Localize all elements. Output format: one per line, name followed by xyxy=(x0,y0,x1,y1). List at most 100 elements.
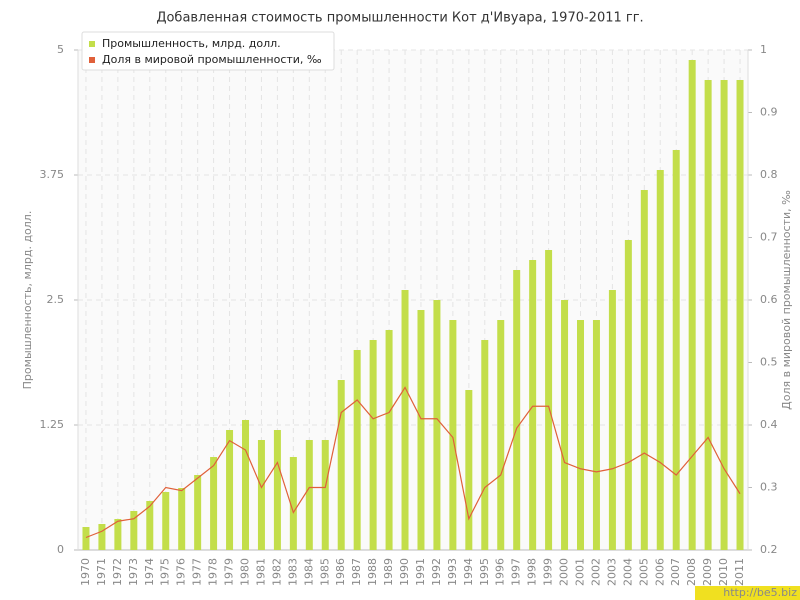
bar xyxy=(672,150,680,550)
x-tick-label: 1984 xyxy=(302,558,315,586)
bar xyxy=(608,290,616,550)
bar xyxy=(640,190,648,550)
bar xyxy=(162,492,170,550)
bar xyxy=(257,440,265,550)
bar xyxy=(704,80,712,550)
legend-label: Доля в мировой промышленности, ‰ xyxy=(102,53,322,66)
x-tick-label: 1977 xyxy=(191,558,204,586)
x-tick-label: 1998 xyxy=(526,558,539,586)
x-tick-label: 1986 xyxy=(334,558,347,586)
y2-tick-label: 0.6 xyxy=(760,293,778,306)
y2-tick-label: 0.7 xyxy=(760,231,778,244)
bar xyxy=(210,457,218,550)
bar xyxy=(592,320,600,550)
y-tick-label: 0 xyxy=(57,543,64,556)
x-tick-label: 2004 xyxy=(621,558,634,586)
x-tick-label: 1983 xyxy=(286,558,299,586)
bar xyxy=(449,320,457,550)
legend-swatch xyxy=(89,57,95,63)
x-tick-label: 1996 xyxy=(494,558,507,586)
y-tick-label: 3.75 xyxy=(40,168,65,181)
bar xyxy=(369,340,377,550)
bar xyxy=(273,430,281,550)
bar xyxy=(465,390,473,550)
x-tick-label: 1978 xyxy=(207,558,220,586)
x-tick-label: 1976 xyxy=(175,558,188,586)
x-tick-label: 1980 xyxy=(239,558,252,586)
x-tick-label: 1987 xyxy=(350,558,363,586)
x-tick-label: 1991 xyxy=(414,558,427,586)
x-tick-label: 1971 xyxy=(95,558,108,586)
x-tick-label: 2002 xyxy=(589,558,602,586)
legend-box xyxy=(81,31,335,71)
x-tick-label: 1979 xyxy=(223,558,236,586)
bar xyxy=(226,430,234,550)
y2-tick-label: 0.2 xyxy=(760,543,778,556)
bar xyxy=(688,60,696,550)
y-tick-label: 2.5 xyxy=(47,293,65,306)
x-tick-label: 1974 xyxy=(143,558,156,586)
bar xyxy=(720,80,728,550)
y2-tick-label: 0.3 xyxy=(760,481,778,494)
y2-tick-label: 0.8 xyxy=(760,168,778,181)
bar xyxy=(497,320,505,550)
y2-axis-label: Доля в мировой промышленности, ‰ xyxy=(780,190,793,410)
watermark-bg xyxy=(695,586,800,600)
x-tick-label: 1995 xyxy=(478,558,491,586)
x-tick-label: 1982 xyxy=(270,558,283,586)
bar xyxy=(545,250,553,550)
bar xyxy=(321,440,329,550)
y2-tick-label: 0.4 xyxy=(760,418,778,431)
x-tick-label: 1990 xyxy=(398,558,411,586)
x-tick-label: 1973 xyxy=(127,558,140,586)
bar xyxy=(561,300,569,550)
watermark: http://be5.biz xyxy=(723,586,797,599)
bar xyxy=(178,488,186,550)
y-tick-label: 5 xyxy=(57,43,64,56)
x-tick-label: 2010 xyxy=(717,558,730,586)
bar xyxy=(242,420,249,550)
bar xyxy=(577,320,584,550)
y-tick-label: 1.25 xyxy=(40,418,65,431)
y-axis-label: Промышленность, млрд. долл. xyxy=(21,211,34,390)
legend-swatch xyxy=(89,41,95,47)
bar xyxy=(289,457,297,550)
bar xyxy=(401,290,409,550)
bar xyxy=(305,440,313,550)
bar xyxy=(624,240,632,550)
x-tick-label: 2008 xyxy=(685,558,698,586)
bar xyxy=(417,310,425,550)
y2-tick-label: 1 xyxy=(760,43,767,56)
legend-label: Промышленность, млрд. долл. xyxy=(102,37,281,50)
bar xyxy=(98,524,106,550)
bar xyxy=(337,380,345,550)
x-tick-label: 1981 xyxy=(254,558,267,586)
x-tick-label: 1999 xyxy=(542,558,555,586)
chart-title: Добавленная стоимость промышленности Кот… xyxy=(156,11,643,26)
bar xyxy=(529,260,537,550)
x-tick-label: 2000 xyxy=(558,558,571,586)
bar xyxy=(146,501,154,550)
x-tick-label: 1997 xyxy=(510,558,523,586)
x-tick-label: 2001 xyxy=(574,558,587,586)
bar xyxy=(656,170,664,550)
x-tick-label: 1975 xyxy=(159,558,172,586)
bar xyxy=(481,340,489,550)
x-tick-label: 2011 xyxy=(733,558,746,586)
x-tick-label: 1970 xyxy=(79,558,92,586)
x-tick-label: 2003 xyxy=(605,558,618,586)
x-tick-label: 1989 xyxy=(382,558,395,586)
bar xyxy=(114,519,122,550)
x-tick-label: 1992 xyxy=(430,558,443,586)
x-tick-label: 1988 xyxy=(366,558,379,586)
x-tick-label: 2009 xyxy=(701,558,714,586)
x-tick-label: 2007 xyxy=(669,558,682,586)
y2-tick-label: 0.5 xyxy=(760,356,778,369)
x-tick-label: 2006 xyxy=(653,558,666,586)
y2-tick-label: 0.9 xyxy=(760,106,778,119)
line xyxy=(85,386,741,539)
x-tick-label: 1993 xyxy=(446,558,459,586)
bar xyxy=(82,527,90,550)
